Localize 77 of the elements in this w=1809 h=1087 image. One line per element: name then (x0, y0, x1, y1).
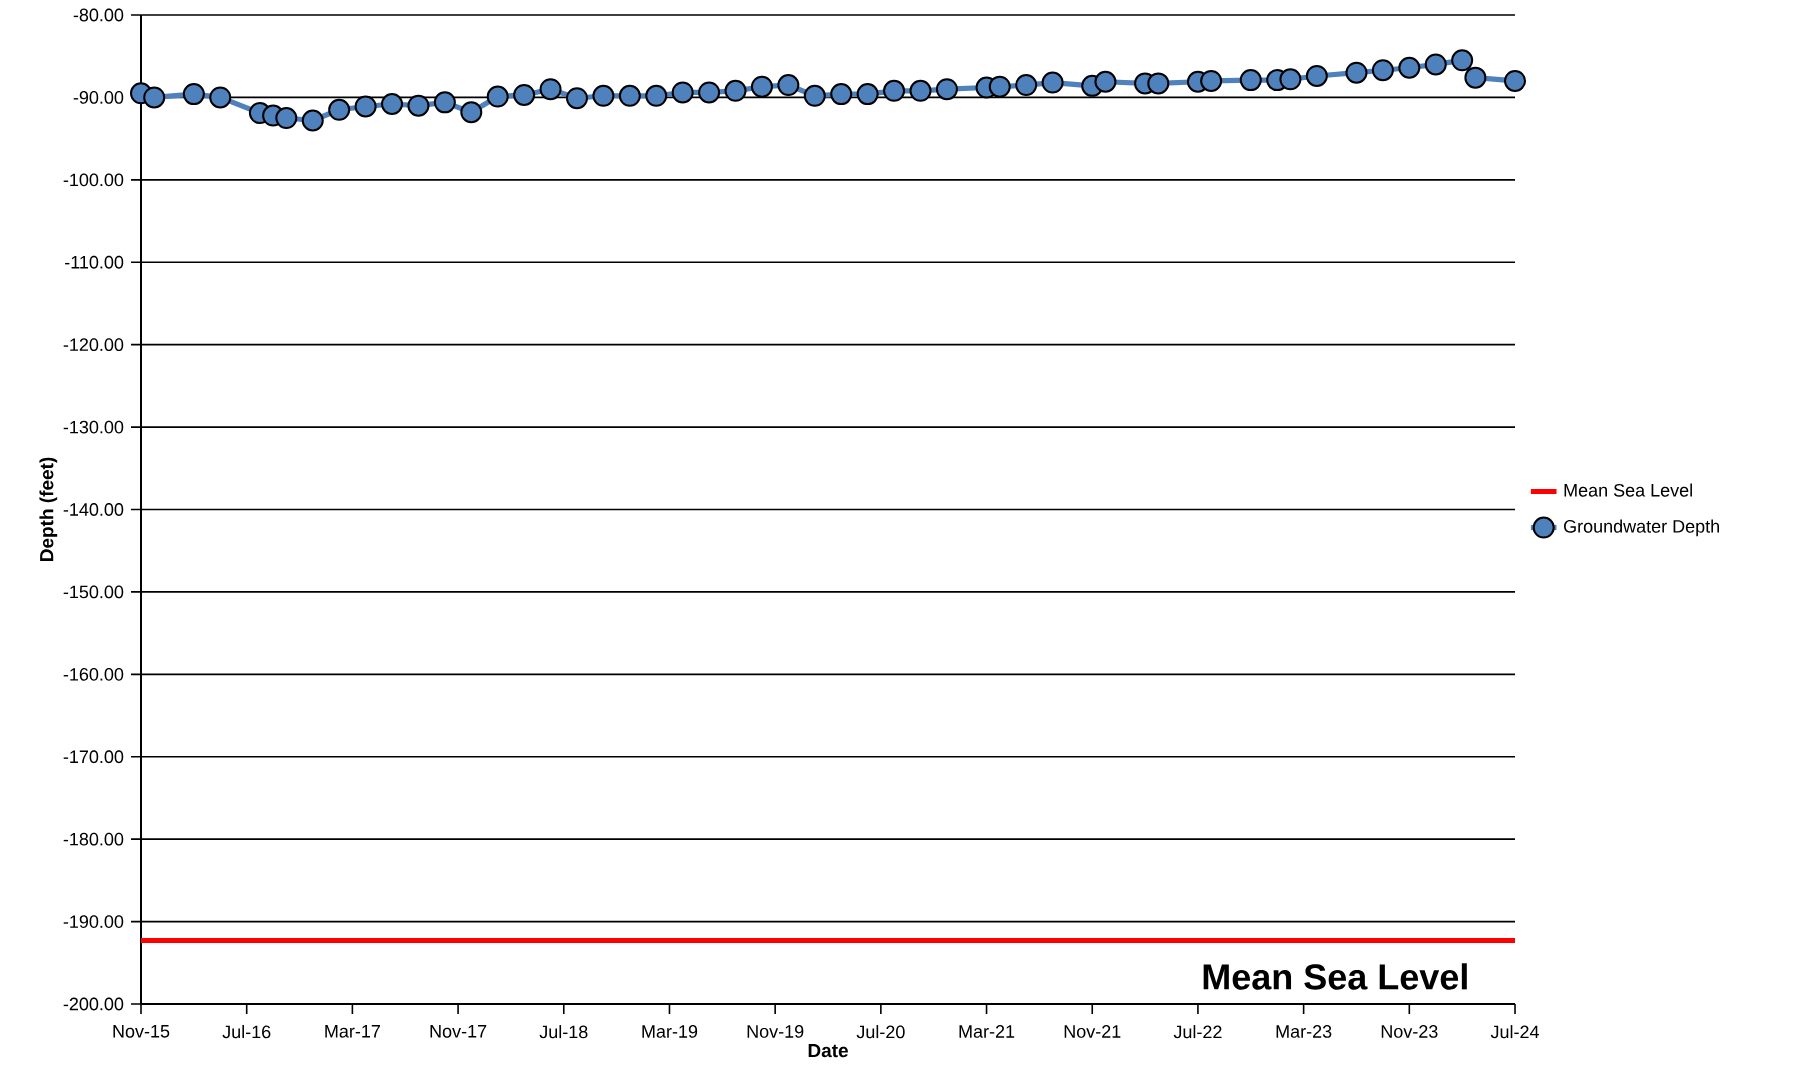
y-tick-label: -150.00 (63, 585, 124, 599)
y-tick-label: -140.00 (63, 503, 124, 516)
point (1424, 53, 1447, 76)
x-tick-label: Jul-18 (539, 1025, 588, 1039)
point (724, 79, 747, 102)
y-tick-label: -180.00 (63, 832, 124, 846)
point (1147, 72, 1170, 95)
point (460, 101, 483, 124)
point (433, 91, 456, 114)
point (1451, 49, 1474, 72)
x-tick-label: Mar-21 (959, 1025, 1015, 1038)
point (592, 84, 615, 107)
point (698, 81, 721, 104)
x-tick-label: Nov-21 (1064, 1025, 1121, 1038)
point (1279, 68, 1302, 91)
x-tick-label: Jul-20 (856, 1025, 905, 1039)
point (328, 98, 351, 121)
x-tick-label: Nov-19 (747, 1025, 804, 1038)
y-tick-label: -120.00 (63, 338, 124, 352)
point (209, 86, 232, 109)
point (618, 84, 641, 107)
point (935, 78, 958, 101)
x-tick-label: Mar-17 (325, 1025, 380, 1038)
y-tick-label: -100.00 (63, 173, 124, 187)
x-axis-title: Date (808, 1044, 848, 1058)
point (803, 84, 826, 107)
point (1239, 69, 1262, 92)
y-tick-label: -170.00 (63, 750, 124, 764)
point (1504, 69, 1527, 92)
point (1345, 61, 1368, 84)
x-tick-label: Nov-17 (430, 1025, 487, 1038)
point (1094, 70, 1117, 93)
point (486, 85, 509, 108)
y-tick-label: -200.00 (63, 997, 124, 1011)
y-tick-label: -110.00 (65, 255, 124, 269)
legend-label: Groundwater Depth (1564, 519, 1719, 537)
y-tick-label: -130.00 (63, 420, 124, 434)
point (275, 107, 298, 130)
point (301, 109, 324, 132)
point (645, 84, 668, 107)
x-tick-label: Mar-23 (1276, 1025, 1332, 1038)
y-tick-label: -90.00 (73, 91, 124, 104)
point (1398, 56, 1421, 79)
point (1200, 69, 1223, 92)
point (143, 86, 166, 109)
x-tick-label: Jul-24 (1490, 1025, 1539, 1039)
x-tick-label: Jul-22 (1173, 1025, 1222, 1039)
point (856, 83, 879, 106)
point (407, 94, 430, 117)
point (354, 95, 377, 118)
y-tick-label: -190.00 (63, 915, 124, 928)
y-axis-title: Depth (feet) (39, 457, 58, 561)
point (988, 75, 1011, 98)
annotation: Mean Sea Level (1203, 963, 1467, 990)
point (182, 83, 205, 106)
y-tick-label: -80.00 (73, 8, 124, 22)
point (830, 83, 853, 106)
x-tick-label: Jul-16 (222, 1025, 271, 1039)
point (777, 74, 800, 97)
x-tick-label: Nov-23 (1381, 1025, 1438, 1038)
point (750, 75, 773, 98)
point (671, 81, 694, 104)
point (1041, 71, 1064, 94)
y-tick-label: -160.00 (63, 667, 124, 681)
point (1015, 74, 1038, 97)
point (513, 83, 536, 106)
point (883, 79, 906, 102)
point (1464, 66, 1487, 89)
point (909, 79, 932, 102)
point (539, 78, 562, 101)
point (381, 93, 404, 115)
point (1371, 59, 1394, 82)
legend-label: Mean Sea Level (1564, 483, 1692, 497)
point (1305, 64, 1328, 87)
x-tick-label: Nov-15 (113, 1025, 170, 1038)
x-tick-label: Mar-19 (642, 1025, 698, 1038)
point (565, 87, 588, 110)
